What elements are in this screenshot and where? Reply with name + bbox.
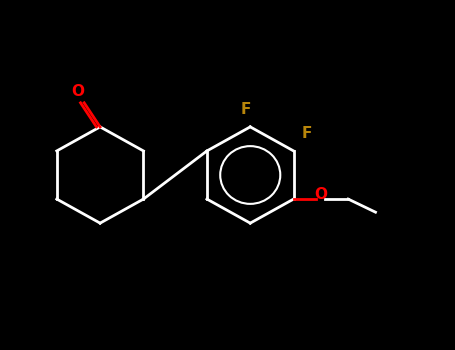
Text: O: O <box>71 84 84 99</box>
Text: O: O <box>314 187 328 202</box>
Text: F: F <box>302 126 313 141</box>
Text: F: F <box>241 102 251 117</box>
